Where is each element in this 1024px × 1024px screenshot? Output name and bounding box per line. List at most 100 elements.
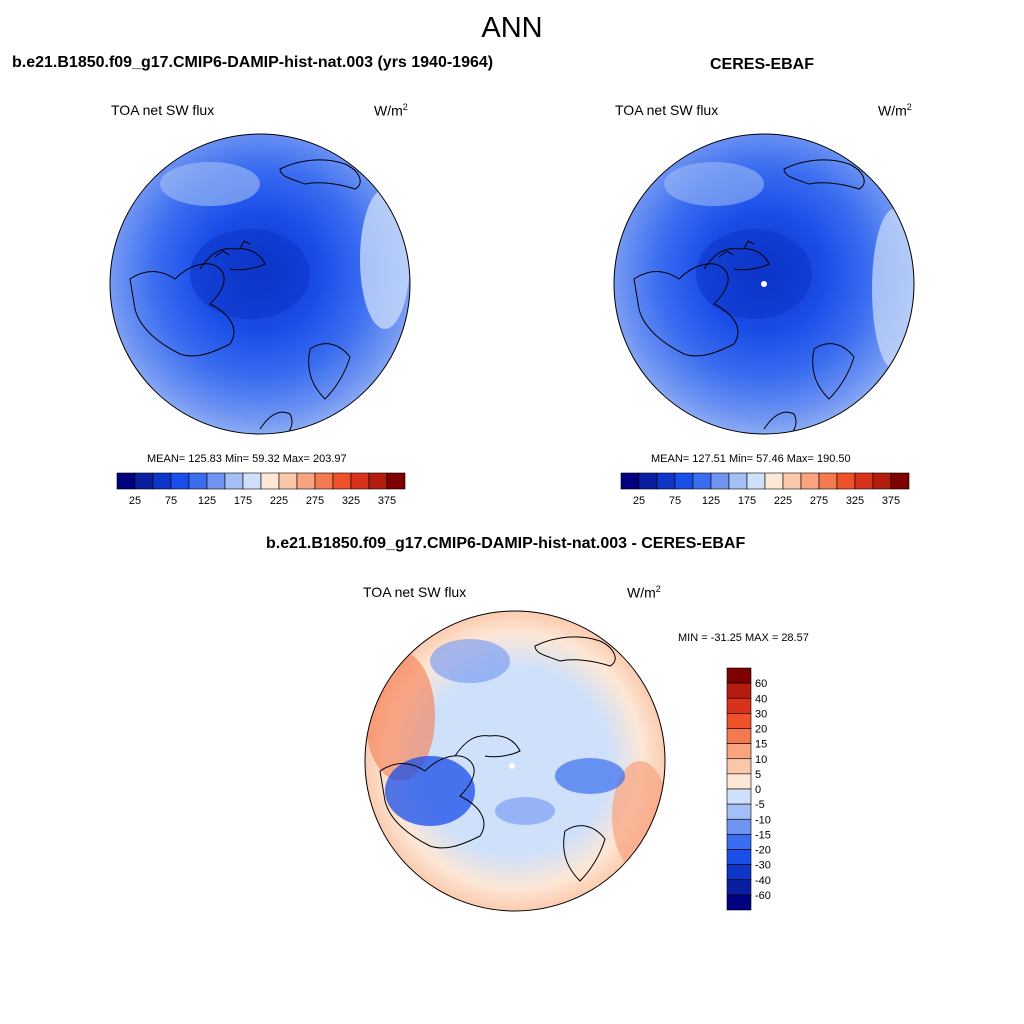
coastline-archipelago <box>703 240 770 271</box>
colorbar-segment <box>818 472 838 490</box>
panel-1-case-title: b.e21.B1850.f09_g17.CMIP6-DAMIP-hist-nat… <box>12 54 494 71</box>
colorbar-obs: 25 75 125 175 225 275 325 375 <box>620 472 910 507</box>
colorbar-tick-label: -15 <box>755 829 771 841</box>
negative-anomaly-region <box>495 797 555 825</box>
colorbar-segment <box>368 472 388 490</box>
figure-title: ANN <box>481 12 543 44</box>
panel-2-stats: MEAN= 127.51 Min= 57.46 Max= 190.50 <box>651 453 851 465</box>
panel-3-variable-label: TOA net SW flux <box>363 584 467 600</box>
panel-2-units-exp: 2 <box>906 102 912 112</box>
colorbar-segment <box>726 849 752 865</box>
panel-2-units-base: W/m <box>878 102 907 119</box>
colorbar-segment <box>764 472 784 490</box>
mid-flux-region <box>160 162 260 206</box>
colorbar-segment <box>674 472 694 490</box>
colorbar-segment <box>726 818 752 835</box>
colorbar-tick-label: 75 <box>669 495 681 507</box>
colorbar-segment <box>726 713 752 729</box>
negative-anomaly-region <box>430 639 510 683</box>
colorbar-tick-label: 325 <box>342 495 360 507</box>
colorbar-segment <box>854 472 874 490</box>
polar-map-difference <box>364 610 666 912</box>
colorbar-segment <box>890 472 910 490</box>
colorbar-segment <box>278 472 298 490</box>
colorbar-tick-label: -60 <box>755 890 771 902</box>
colorbar-segment <box>224 472 244 490</box>
map-boundary <box>364 610 666 912</box>
polar-map-obs <box>613 133 915 435</box>
coastline-scandinavia <box>308 343 351 400</box>
coastline-archipelago <box>454 735 521 758</box>
colorbar-tick-label: 60 <box>755 678 767 690</box>
colorbar-tick-label: 375 <box>882 495 900 507</box>
panel-2-variable-label: TOA net SW flux <box>615 102 719 118</box>
pole-missing-data <box>509 763 515 769</box>
colorbar-segment <box>726 834 752 850</box>
colorbar-segment <box>296 472 316 490</box>
map-boundary <box>109 133 411 435</box>
coastline-siberia <box>534 636 616 667</box>
panel-3-units-base: W/m <box>627 584 656 601</box>
colorbar-segment <box>692 472 712 490</box>
colorbar-tick-label: 25 <box>633 495 645 507</box>
high-flux-region <box>360 189 410 329</box>
colorbar-segment <box>726 697 752 714</box>
colorbar-segment <box>726 894 752 911</box>
colorbar-segment <box>746 472 766 490</box>
colorbar-tick-label: 275 <box>306 495 324 507</box>
colorbar-segment <box>638 472 658 490</box>
panel-2-units: W/m2 <box>878 102 912 119</box>
colorbar-segment <box>872 472 892 490</box>
colorbar-tick-label: 15 <box>755 739 767 751</box>
panel-3-stats: MIN = -31.25 MAX = 28.57 <box>678 632 809 644</box>
colorbar-tick-label: -20 <box>755 845 771 857</box>
colorbar-segment <box>726 864 752 881</box>
colorbar-tick-label: 0 <box>755 784 761 796</box>
colorbar-model: 25 75 125 175 225 275 325 375 <box>116 472 406 507</box>
colorbar-segment <box>782 472 802 490</box>
colorbar-segment <box>620 472 640 490</box>
colorbar-tick-label: 225 <box>270 495 288 507</box>
colorbar-segment <box>726 682 752 699</box>
colorbar-tick-label: 40 <box>755 693 767 705</box>
map-boundary <box>613 133 915 435</box>
colorbar-segment <box>170 472 190 490</box>
coastline-greenland <box>633 263 739 357</box>
colorbar-segment <box>152 472 172 490</box>
colorbar-segment <box>386 472 406 490</box>
colorbar-tick-label: 375 <box>378 495 396 507</box>
colorbar-segment <box>350 472 370 490</box>
coastline-archipelago <box>199 240 266 271</box>
colorbar-tick-label: 75 <box>165 495 177 507</box>
colorbar-tick-label: 25 <box>129 495 141 507</box>
colorbar-segment <box>260 472 280 490</box>
panel-3-case-title: b.e21.B1850.f09_g17.CMIP6-DAMIP-hist-nat… <box>266 535 746 552</box>
high-flux-region <box>872 209 914 369</box>
polar-minimum-region <box>190 229 310 319</box>
colorbar-tick-label: 30 <box>755 708 767 720</box>
colorbar-tick-label: 275 <box>810 495 828 507</box>
colorbar-segment <box>206 472 226 490</box>
panel-1-units-base: W/m <box>374 102 403 119</box>
mid-flux-region <box>664 162 764 206</box>
coastline-greenland <box>379 755 485 849</box>
colorbar-tick-label: -5 <box>755 799 765 811</box>
coastline-siberia <box>783 159 865 190</box>
negative-anomaly-region <box>385 756 475 826</box>
panel-1-units: W/m2 <box>374 102 408 119</box>
colorbar-segment <box>726 758 752 775</box>
colorbar-segment <box>314 472 334 490</box>
panel-1-stats: MEAN= 125.83 Min= 59.32 Max= 203.97 <box>147 453 347 465</box>
colorbar-segment <box>656 472 676 490</box>
colorbar-segment <box>134 472 154 490</box>
panel-1-variable-label: TOA net SW flux <box>111 102 215 118</box>
colorbar-difference: 60 40 30 20 15 10 5 0 -5 -10 -15 -20 -30 -40 -60 <box>726 667 771 911</box>
colorbar-tick-label: 225 <box>774 495 792 507</box>
coastline-greenland <box>129 263 235 357</box>
colorbar-tick-label: -30 <box>755 860 771 872</box>
colorbar-segment <box>726 879 752 896</box>
colorbar-segment <box>710 472 730 490</box>
colorbar-segment <box>242 472 262 490</box>
colorbar-segment <box>726 803 752 820</box>
panel-3-units: W/m2 <box>627 584 661 601</box>
